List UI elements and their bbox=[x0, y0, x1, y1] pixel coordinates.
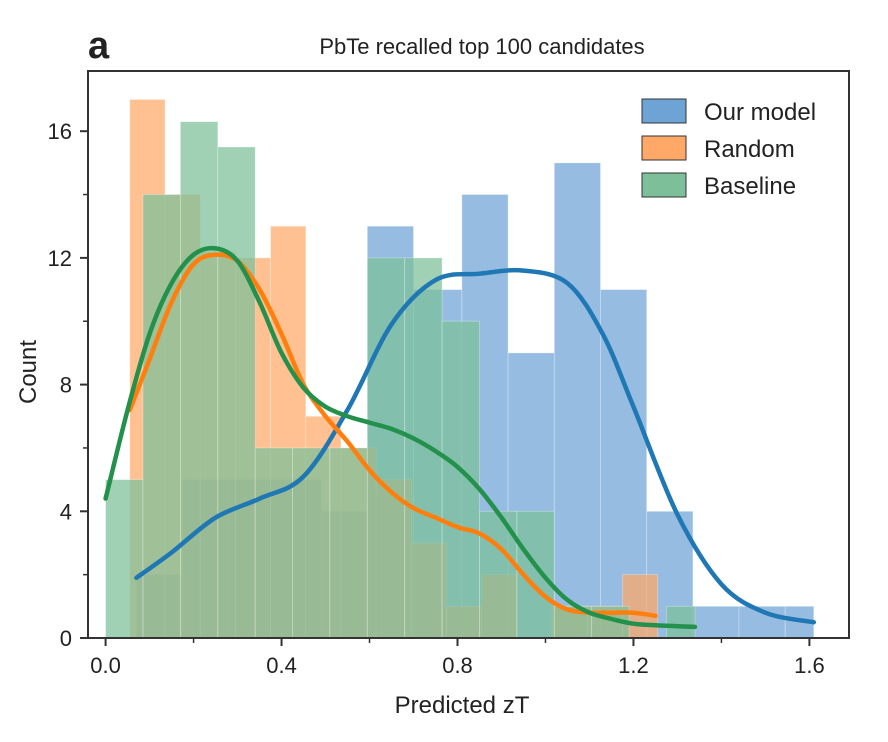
bar-baseline-2 bbox=[179, 121, 219, 639]
bar-baseline-5 bbox=[292, 447, 331, 639]
kde-line-baseline bbox=[103, 245, 698, 630]
legend-swatch-our-model bbox=[641, 98, 687, 124]
legend-swatch-baseline bbox=[641, 172, 687, 198]
legend-swatch-random bbox=[641, 135, 687, 161]
bar-our-model-12 bbox=[692, 605, 740, 639]
plot-frame bbox=[87, 70, 850, 639]
bar-baseline-15 bbox=[666, 605, 696, 639]
chart-title: PbTe recalled top 100 candidates bbox=[319, 34, 644, 59]
bar-baseline-4 bbox=[254, 447, 293, 639]
bar-baseline-1 bbox=[142, 194, 181, 639]
legend-label-baseline: Baseline bbox=[704, 173, 796, 200]
x-tick-label-0: 0.0 bbox=[90, 653, 121, 678]
y-tick-label-3: 12 bbox=[48, 246, 72, 271]
panel-letter: a bbox=[88, 25, 110, 67]
y-tick-label-4: 16 bbox=[48, 119, 72, 144]
legend-label-random: Random bbox=[704, 136, 795, 163]
y-tick-label-0: 0 bbox=[60, 626, 72, 651]
x-tick-label-3: 1.2 bbox=[618, 653, 649, 678]
bar-baseline-7 bbox=[366, 257, 406, 639]
legend: Our model Random Baseline bbox=[641, 98, 816, 200]
kde-curves bbox=[103, 245, 817, 630]
bar-baseline-3 bbox=[217, 146, 256, 639]
x-tick-label-2: 0.8 bbox=[442, 653, 473, 678]
y-axis: 0 4 8 12 16 bbox=[48, 119, 88, 651]
bar-baseline-0 bbox=[105, 479, 144, 639]
bar-baseline-8 bbox=[404, 257, 443, 639]
kde-line-random bbox=[127, 252, 658, 619]
x-tick-label-4: 1.6 bbox=[794, 653, 825, 678]
x-axis-label: Predicted zT bbox=[395, 692, 530, 719]
kde-line-our-model bbox=[134, 267, 817, 625]
legend-label-our-model: Our model bbox=[704, 99, 816, 126]
bar-our-model-9 bbox=[553, 162, 601, 639]
bar-baseline-6 bbox=[329, 447, 368, 639]
y-tick-label-1: 4 bbox=[60, 499, 72, 524]
x-tick-label-1: 0.4 bbox=[266, 653, 297, 678]
x-axis: 0.0 0.4 0.8 1.2 1.6 bbox=[90, 638, 825, 678]
histogram-bars bbox=[105, 99, 815, 639]
y-tick-label-2: 8 bbox=[60, 373, 72, 398]
y-axis-label: Count bbox=[15, 340, 42, 404]
